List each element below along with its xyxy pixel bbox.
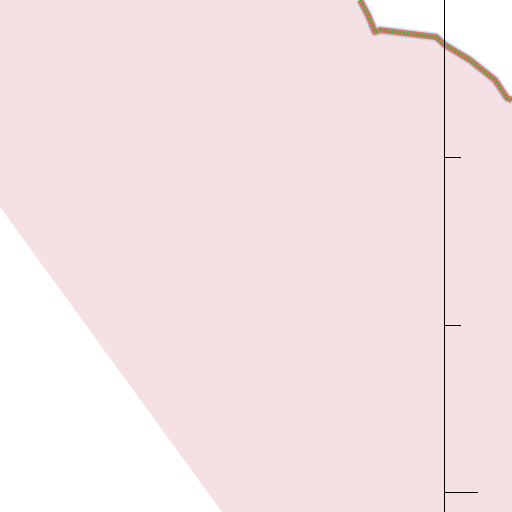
boundary-dots	[358, 0, 512, 102]
